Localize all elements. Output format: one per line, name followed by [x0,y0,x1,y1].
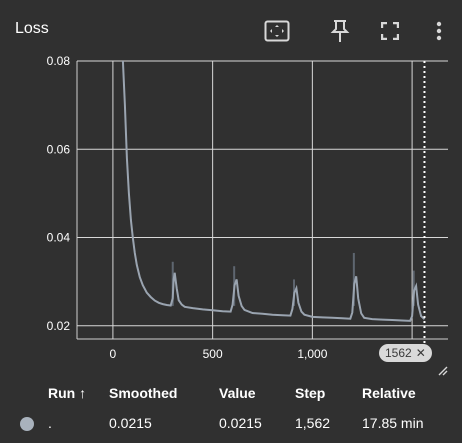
loss-series-line [121,61,426,322]
fullscreen-icon [381,22,399,40]
run-color-dot [20,417,34,431]
fit-domain-icon [264,20,290,42]
more-options-button[interactable] [424,16,454,46]
table-row: . 0.0215 0.0215 1,562 17.85 min [0,411,462,435]
y-tick-label: 0.08 [47,55,71,68]
pin-button[interactable] [325,16,355,46]
more-vert-icon [436,21,442,41]
header-run[interactable]: Run ↑ [48,385,87,401]
data-table-header: Run ↑ Smoothed Value Step Relative [0,381,462,405]
y-tick-label: 0.02 [47,319,71,333]
x-tick-label: 500 [203,347,223,361]
relative-value: 17.85 min [362,415,424,431]
y-tick-label: 0.04 [47,231,71,245]
loss-chart[interactable]: 0.02 0.04 0.06 0.08 0 500 1,000 [0,55,462,375]
fit-domain-button[interactable] [262,16,292,46]
hover-step-badge: 1562 ✕ [379,344,432,362]
y-tick-label: 0.06 [47,142,71,156]
hover-step-label: 1562 [385,346,412,360]
step-value: 1,562 [295,415,331,431]
header-step[interactable]: Step [295,385,326,401]
chart-svg[interactable]: 0.02 0.04 0.06 0.08 0 500 1,000 [0,55,462,375]
x-tick-label: 0 [110,347,117,361]
header-relative[interactable]: Relative [362,385,416,401]
pin-icon [330,20,350,42]
close-icon[interactable]: ✕ [415,346,426,360]
header-value[interactable]: Value [219,385,256,401]
card-title: Loss [15,20,49,37]
smoothed-value: 0.0215 [109,415,152,431]
value-value: 0.0215 [219,415,262,431]
x-tick-label: 1,000 [297,347,327,361]
fullscreen-button[interactable] [375,16,405,46]
resize-handle-icon[interactable] [438,366,448,376]
header-smoothed[interactable]: Smoothed [109,385,178,401]
run-name: . [48,415,52,431]
